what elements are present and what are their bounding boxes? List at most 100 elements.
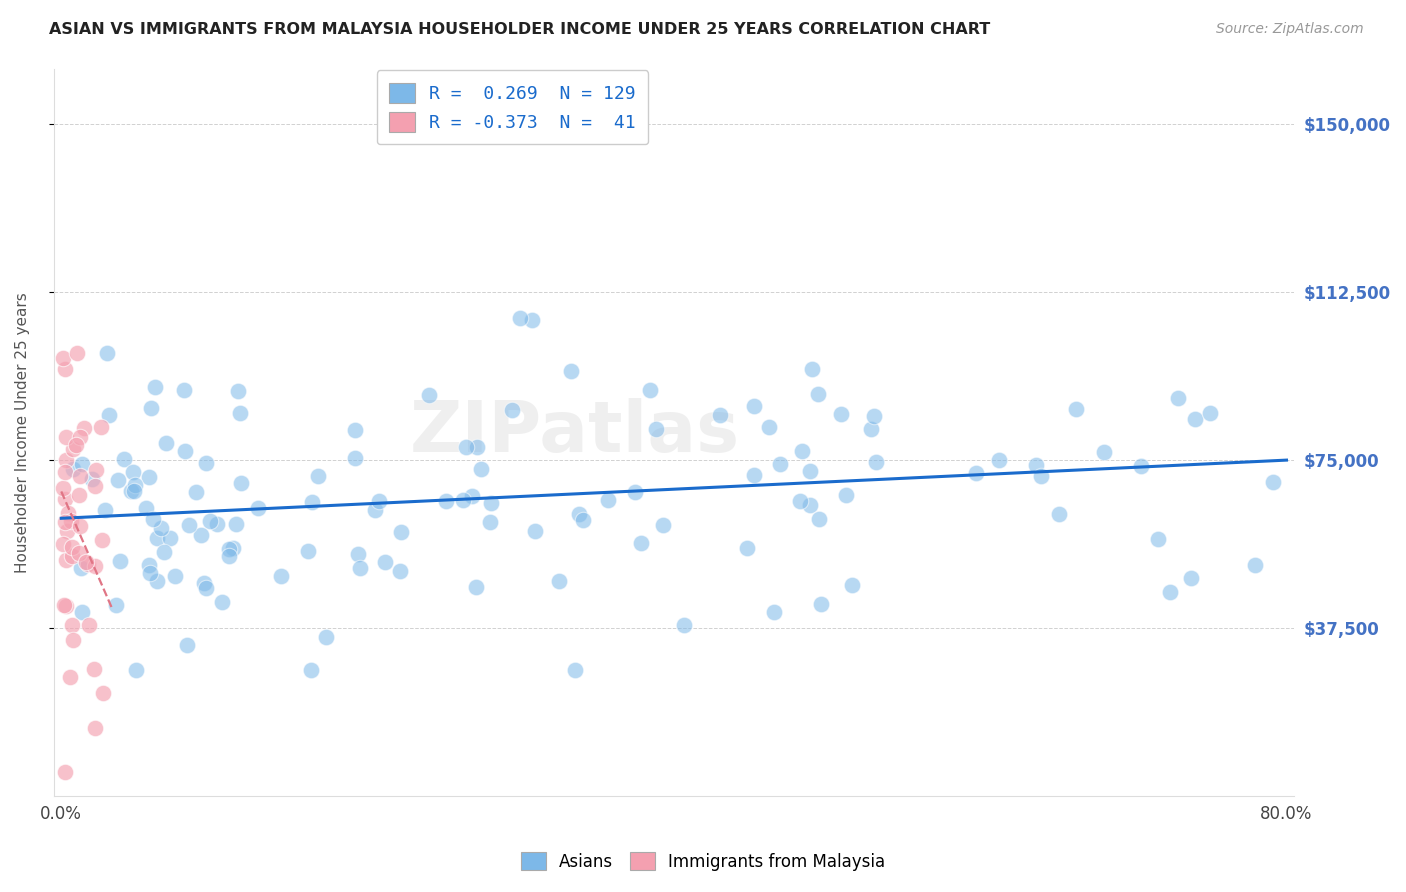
Point	[470, 462, 492, 476]
Point	[1047, 507, 1070, 521]
Point	[863, 409, 886, 423]
Point	[53, 516, 76, 530]
Point	[965, 467, 987, 481]
Point	[758, 420, 780, 434]
Point	[1263, 475, 1285, 489]
Point	[841, 578, 863, 592]
Point	[155, 436, 177, 450]
Point	[142, 511, 165, 525]
Point	[465, 580, 488, 594]
Point	[547, 574, 569, 589]
Point	[564, 664, 586, 678]
Legend: R =  0.269  N = 129, R = -0.373  N =  41: R = 0.269 N = 129, R = -0.373 N = 41	[377, 70, 648, 145]
Point	[1184, 412, 1206, 426]
Point	[96, 346, 118, 360]
Point	[479, 515, 502, 529]
Point	[52, 537, 75, 551]
Point	[789, 494, 811, 508]
Point	[75, 555, 97, 569]
Point	[742, 399, 765, 413]
Point	[62, 541, 84, 555]
Point	[108, 553, 131, 567]
Point	[112, 452, 135, 467]
Point	[122, 484, 145, 499]
Point	[460, 489, 482, 503]
Point	[120, 484, 142, 499]
Point	[568, 507, 591, 521]
Point	[62, 442, 84, 456]
Point	[84, 559, 107, 574]
Point	[159, 531, 181, 545]
Point	[835, 488, 858, 502]
Point	[229, 407, 252, 421]
Point	[572, 513, 595, 527]
Point	[1159, 585, 1181, 599]
Point	[307, 469, 329, 483]
Point	[231, 475, 253, 490]
Point	[138, 469, 160, 483]
Point	[418, 388, 440, 402]
Point	[193, 576, 215, 591]
Point	[1029, 469, 1052, 483]
Point	[186, 485, 208, 500]
Point	[122, 466, 145, 480]
Text: Source: ZipAtlas.com: Source: ZipAtlas.com	[1216, 22, 1364, 37]
Point	[69, 468, 91, 483]
Point	[297, 544, 319, 558]
Point	[270, 569, 292, 583]
Point	[69, 430, 91, 444]
Point	[139, 566, 162, 581]
Point	[62, 462, 84, 476]
Point	[76, 557, 98, 571]
Point	[59, 670, 82, 684]
Point	[66, 346, 89, 360]
Point	[389, 564, 412, 578]
Point	[218, 541, 240, 556]
Point	[177, 517, 200, 532]
Point	[769, 457, 792, 471]
Point	[55, 430, 77, 444]
Point	[55, 553, 77, 567]
Point	[163, 569, 186, 583]
Point	[55, 453, 77, 467]
Point	[479, 496, 502, 510]
Point	[94, 503, 117, 517]
Point	[598, 493, 620, 508]
Point	[344, 450, 367, 465]
Point	[70, 605, 93, 619]
Point	[343, 423, 366, 437]
Point	[509, 310, 531, 325]
Point	[98, 408, 121, 422]
Point	[60, 514, 83, 528]
Point	[222, 541, 245, 555]
Legend: Asians, Immigrants from Malaysia: Asians, Immigrants from Malaysia	[512, 844, 894, 880]
Point	[247, 500, 270, 515]
Point	[53, 492, 76, 507]
Point	[651, 518, 673, 533]
Point	[200, 515, 222, 529]
Point	[60, 618, 83, 632]
Point	[205, 517, 228, 532]
Point	[105, 598, 128, 612]
Point	[72, 457, 94, 471]
Point	[65, 438, 87, 452]
Point	[55, 524, 77, 539]
Point	[55, 361, 77, 376]
Point	[799, 463, 821, 477]
Point	[434, 493, 457, 508]
Point	[84, 479, 107, 493]
Point	[709, 408, 731, 422]
Point	[90, 419, 112, 434]
Point	[226, 384, 249, 398]
Point	[859, 422, 882, 436]
Point	[69, 561, 91, 575]
Point	[225, 517, 247, 532]
Point	[135, 500, 157, 515]
Y-axis label: Householder Income Under 25 years: Householder Income Under 25 years	[15, 292, 30, 573]
Point	[742, 468, 765, 483]
Point	[301, 664, 323, 678]
Point	[1092, 445, 1115, 459]
Point	[807, 387, 830, 401]
Point	[141, 401, 163, 416]
Point	[150, 521, 173, 535]
